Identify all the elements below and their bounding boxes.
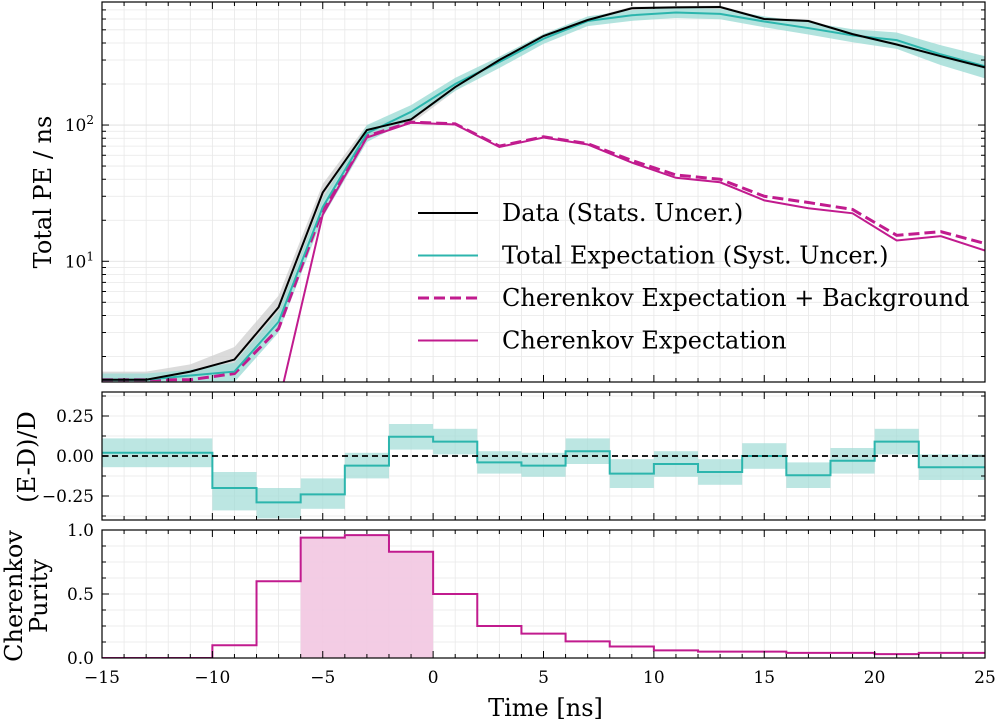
- x-tick-label: 15: [753, 668, 775, 688]
- ratio-y-tick-label: 0.00: [56, 447, 94, 467]
- purity-y-axis-label-line2: Purity: [25, 559, 53, 633]
- top-panel-frame: [101, 1, 986, 383]
- top-panel: [101, 1, 986, 383]
- ratio-y-tick-label: −0.25: [42, 487, 94, 507]
- total-expectation-line: [102, 11, 985, 381]
- ratio-step-line: [102, 435, 985, 504]
- x-tick-label: 5: [538, 668, 549, 688]
- cherenkov-bkg-line: [102, 120, 985, 382]
- y-tick-label-10: 101: [65, 249, 94, 272]
- purity-y-tick-label: 0.0: [67, 649, 94, 669]
- x-tick-label: −15: [84, 668, 120, 688]
- x-tick-label: 25: [974, 668, 996, 688]
- purity-panel: [101, 529, 986, 659]
- ratio-plot-area: [102, 424, 985, 519]
- ratio-y-axis-label: (E-D)/D: [13, 411, 41, 502]
- purity-panel-frame: [101, 529, 986, 659]
- legend: Data (Stats. Uncer.) Total Expectation (…: [418, 199, 969, 355]
- x-tick-label: −5: [310, 668, 335, 688]
- legend-label-cherenkov-bkg: Cherenkov Expectation + Background: [502, 284, 969, 312]
- purity-plot-area: [102, 534, 985, 658]
- legend-label-total: Total Expectation (Syst. Uncer.): [502, 242, 888, 270]
- legend-label-cherenkov: Cherenkov Expectation: [502, 327, 787, 355]
- purity-y-tick-label: 0.5: [67, 585, 94, 605]
- ratio-panel-frame: [101, 391, 986, 521]
- purity-step-line: [102, 534, 985, 658]
- top-plot-area: [102, 5, 985, 382]
- ratio-y-tick-label: 0.25: [56, 407, 94, 427]
- ratio-uncertainty-box: [212, 472, 257, 511]
- purity-y-tick-label: 1.0: [67, 521, 94, 541]
- x-tick-label: 10: [643, 668, 665, 688]
- y-tick-label-100: 102: [65, 113, 94, 136]
- purity-highlight-region: [300, 535, 434, 658]
- x-tick-label: −10: [194, 668, 230, 688]
- x-tick-label: 0: [428, 668, 439, 688]
- x-tick-label: 20: [864, 668, 886, 688]
- purity-y-axis-label-line1: Cherenkov: [0, 530, 28, 662]
- data-line: [102, 6, 985, 381]
- x-axis-label: Time [ns]: [488, 694, 603, 722]
- top-y-axis-label: Total PE / ns: [29, 116, 57, 269]
- ratio-panel: [101, 391, 986, 521]
- legend-label-data: Data (Stats. Uncer.): [502, 199, 743, 227]
